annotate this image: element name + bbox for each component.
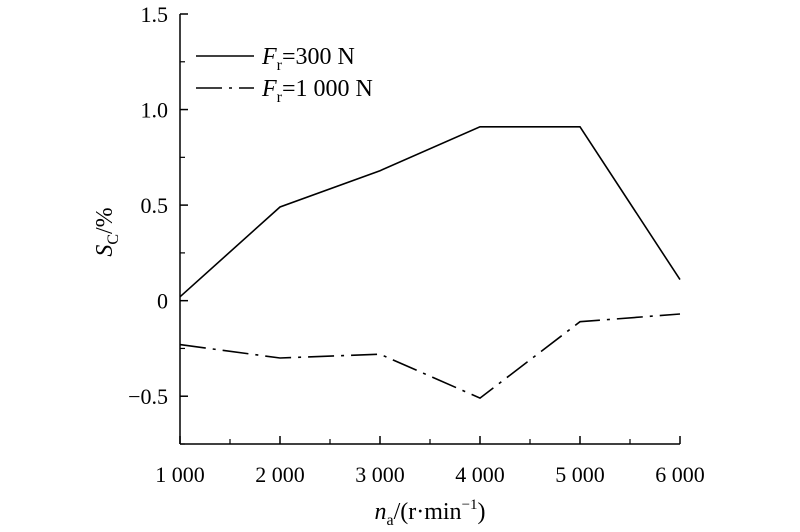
x-tick-label: 5 000: [555, 462, 605, 487]
x-tick-label: 1 000: [155, 462, 205, 487]
y-axis-label: SC/%: [92, 207, 122, 256]
y-tick-label: 0.5: [141, 193, 169, 218]
legend-label-1: Fr=300 N: [261, 44, 355, 74]
y-tick-label: 1.5: [141, 2, 169, 27]
legend: Fr=300 NFr=1 000 N: [196, 44, 373, 106]
y-tick-label: 1.0: [141, 98, 169, 123]
y-tick-label: 0: [157, 289, 168, 314]
series-layer: [179, 126, 681, 400]
x-axis-label: na/(r·min−1): [374, 497, 485, 529]
x-tick-label: 3 000: [355, 462, 405, 487]
series-line-2: [179, 313, 681, 400]
axis-labels: na/(r·min−1) SC/%: [92, 207, 486, 529]
y-tick-label: −0.5: [128, 384, 168, 409]
x-tick-label: 6 000: [655, 462, 705, 487]
axes: −0.5 0 0.5 1.0 1.5 1 000 2 000 3 000 4 000 5 000 6…: [128, 2, 705, 487]
x-tick-label: 2 000: [255, 462, 305, 487]
x-tick-label: 4 000: [455, 462, 505, 487]
legend-label-2: Fr=1 000 N: [261, 76, 373, 106]
series-line-1: [179, 126, 681, 298]
